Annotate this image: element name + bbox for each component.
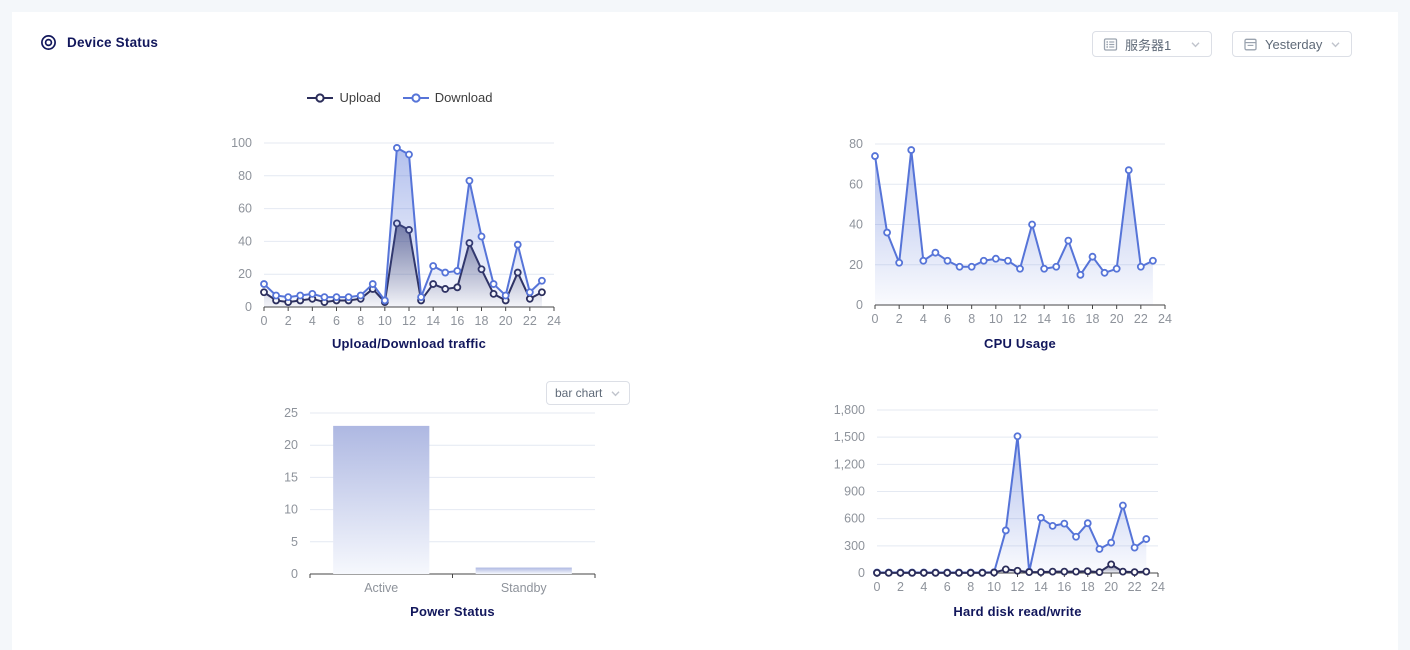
page-title: Device Status [67,35,159,50]
server-select-value: 服务器1 [1125,37,1172,53]
disk-readwrite-chart: 0 300 600 900 1,200 1,500 1,800 0 2 4 6 8 10 12 14 16 18… [828,398,1208,613]
svg-text:1,200: 1,200 [834,457,865,471]
chart-type-select[interactable]: bar chart [546,381,630,405]
svg-text:20: 20 [499,314,513,328]
svg-text:6: 6 [944,580,951,594]
server-icon [1103,37,1118,52]
svg-text:12: 12 [402,314,416,328]
power-chart-title: Power Status [410,604,495,619]
svg-text:10: 10 [378,314,392,328]
svg-text:60: 60 [849,177,863,191]
svg-text:16: 16 [450,314,464,328]
svg-text:15: 15 [284,470,298,484]
svg-text:0: 0 [261,314,268,328]
svg-text:0: 0 [858,566,865,580]
chevron-down-icon [1330,39,1341,50]
device-status-card: Device Status 服务器1 [12,12,1398,650]
device-status-icon [40,34,57,51]
header: Device Status [40,34,158,51]
svg-text:6: 6 [333,314,340,328]
svg-text:0: 0 [245,300,252,314]
svg-text:24: 24 [547,314,561,328]
svg-text:0: 0 [856,298,863,312]
traffic-legend: Upload Download [210,90,590,105]
calendar-icon [1243,37,1258,52]
svg-text:0: 0 [872,312,879,326]
chevron-down-icon [1190,39,1201,50]
svg-text:12: 12 [1011,580,1025,594]
legend-label-download: Download [434,90,493,105]
svg-text:20: 20 [238,267,252,281]
svg-text:Standby: Standby [501,581,548,595]
svg-text:10: 10 [284,503,298,517]
svg-text:22: 22 [1128,580,1142,594]
svg-text:900: 900 [844,485,865,499]
time-select-value: Yesterday [1265,36,1323,52]
power-status-chart: 0 5 10 15 20 25 Active Standby [280,400,620,615]
svg-text:40: 40 [849,218,863,232]
svg-text:40: 40 [238,234,252,248]
cpu-usage-chart: 0 20 40 60 80 0 2 4 6 8 10 12 14 16 18 20 22 24 [828,130,1208,345]
svg-text:24: 24 [1158,312,1172,326]
svg-text:22: 22 [1134,312,1148,326]
svg-text:300: 300 [844,539,865,553]
chevron-down-icon [610,388,621,399]
svg-text:10: 10 [989,312,1003,326]
svg-text:0: 0 [874,580,881,594]
server-select[interactable]: 服务器1 [1092,31,1212,57]
svg-text:80: 80 [849,137,863,151]
svg-text:20: 20 [849,258,863,272]
traffic-chart: 0 20 40 60 80 100 0 2 4 6 8 10 12 14 16 18 20 22 24 [210,130,590,345]
svg-text:20: 20 [284,438,298,452]
svg-text:1,500: 1,500 [834,430,865,444]
upload-legend-marker-icon [307,92,334,104]
svg-text:2: 2 [285,314,292,328]
legend-label-upload: Upload [339,90,381,105]
download-legend-marker-icon [402,92,429,104]
svg-text:8: 8 [968,312,975,326]
svg-text:5: 5 [291,535,298,549]
svg-text:20: 20 [1104,580,1118,594]
cpu-chart-title: CPU Usage [984,336,1056,351]
power-plot: 0 5 10 15 20 25 Active Standby [284,406,596,595]
svg-text:16: 16 [1061,312,1075,326]
svg-text:0: 0 [291,567,298,581]
svg-text:10: 10 [987,580,1001,594]
svg-text:4: 4 [920,312,927,326]
svg-text:4: 4 [309,314,316,328]
time-range-select[interactable]: Yesterday [1232,31,1352,57]
svg-text:4: 4 [920,580,927,594]
svg-text:24: 24 [1151,580,1165,594]
svg-text:100: 100 [231,136,252,150]
svg-text:Active: Active [364,581,398,595]
svg-text:25: 25 [284,406,298,420]
svg-text:18: 18 [1081,580,1095,594]
chart-type-value: bar chart [555,386,603,400]
svg-text:14: 14 [1037,312,1051,326]
svg-text:22: 22 [523,314,537,328]
svg-text:18: 18 [475,314,489,328]
svg-text:12: 12 [1013,312,1027,326]
svg-text:14: 14 [1034,580,1048,594]
svg-text:14: 14 [426,314,440,328]
svg-text:80: 80 [238,169,252,183]
svg-text:1,800: 1,800 [834,403,865,417]
svg-text:16: 16 [1057,580,1071,594]
svg-text:18: 18 [1086,312,1100,326]
traffic-chart-title: Upload/Download traffic [331,336,487,351]
svg-text:600: 600 [844,512,865,526]
svg-text:60: 60 [238,202,252,216]
svg-text:2: 2 [897,580,904,594]
svg-text:20: 20 [1110,312,1124,326]
svg-text:8: 8 [967,580,974,594]
disk-chart-title: Hard disk read/write [953,604,1082,619]
svg-text:2: 2 [896,312,903,326]
svg-text:8: 8 [357,314,364,328]
legend-item-download[interactable]: Download [402,90,493,105]
legend-item-upload[interactable]: Upload [307,90,381,105]
svg-text:6: 6 [944,312,951,326]
